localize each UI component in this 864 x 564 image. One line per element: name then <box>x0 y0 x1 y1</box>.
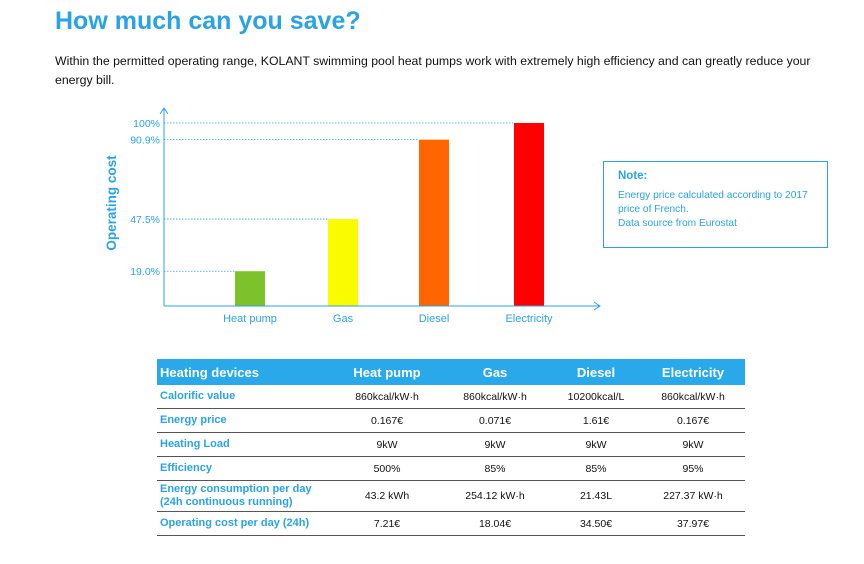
table-cell: 500% <box>335 456 439 481</box>
x-tick-label: Heat pump <box>223 313 277 325</box>
note-line: price of French. <box>618 204 689 215</box>
table-header-row: Heating devices Heat pump Gas Diesel Ele… <box>157 359 745 385</box>
note-title: Note: <box>618 170 648 182</box>
x-tick-label: Electricity <box>505 313 553 325</box>
table-row: Operating cost per day (24h) 7.21€ 18.04… <box>157 511 745 536</box>
table-cell: 0.167€ <box>641 408 745 433</box>
bar-electricity <box>514 123 544 306</box>
note-body: Energy price calculated according to 201… <box>618 189 815 231</box>
table-cell: 0.071€ <box>439 408 551 433</box>
y-value-label: 19.0% <box>130 266 160 278</box>
note-line: Energy price calculated according to 201… <box>618 190 808 201</box>
table-cell: 95% <box>641 456 745 481</box>
table-row: Heating Load 9kW 9kW 9kW 9kW <box>157 432 745 457</box>
operating-cost-chart: 19.0% 47.5% 90.9% 100% Heat pump Gas Diesel Ele… <box>104 107 601 325</box>
table-cell: 9kW <box>439 432 551 457</box>
row-label-line: Energy consumption per day <box>160 483 312 495</box>
row-label: Efficiency <box>157 456 335 481</box>
table-cell: 860kcal/kW·h <box>439 385 551 409</box>
table-cell: 1.61€ <box>551 408 641 433</box>
y-value-label: 47.5% <box>130 214 160 226</box>
table-cell: 34.50€ <box>551 511 641 536</box>
note-box: Note: Energy price calculated according … <box>603 161 828 248</box>
column-header: Electricity <box>641 359 745 385</box>
table-cell: 43.2 kWh <box>335 480 439 512</box>
table-cell: 9kW <box>335 432 439 457</box>
bar-heat-pump <box>235 271 265 306</box>
table-cell: 18.04€ <box>439 511 551 536</box>
column-header: Heating devices <box>157 359 335 385</box>
table-cell: 10200kcal/L <box>551 385 641 409</box>
note-line: Data source from Eurostat <box>618 218 737 229</box>
y-axis-title: Operating cost <box>104 155 119 251</box>
row-label: Operating cost per day (24h) <box>157 511 335 536</box>
column-header: Heat pump <box>335 359 439 385</box>
y-value-label: 100% <box>133 118 160 130</box>
row-label: Heating Load <box>157 432 335 457</box>
table-row: Energy price 0.167€ 0.071€ 1.61€ 0.167€ <box>157 408 745 433</box>
table-row: Energy consumption per day (24h continuo… <box>157 480 745 512</box>
table-row: Calorific value 860kcal/kW·h 860kcal/kW·… <box>157 385 745 409</box>
table-cell: 9kW <box>641 432 745 457</box>
table-cell: 9kW <box>551 432 641 457</box>
table-cell: 227.37 kW·h <box>641 480 745 512</box>
table-row: Efficiency 500% 85% 85% 95% <box>157 456 745 481</box>
row-label: Energy price <box>157 408 335 433</box>
table-cell: 85% <box>439 456 551 481</box>
table-cell: 85% <box>551 456 641 481</box>
y-axis-arrow-icon <box>159 107 169 115</box>
intro-paragraph: Within the permitted operating range, KO… <box>55 54 811 87</box>
y-value-label: 90.9% <box>130 135 160 147</box>
table-cell: 37.97€ <box>641 511 745 536</box>
table-cell: 21.43L <box>551 480 641 512</box>
table-cell: 254.12 kW·h <box>439 480 551 512</box>
row-label: Energy consumption per day (24h continuo… <box>157 480 335 512</box>
x-axis-arrow-icon <box>593 301 601 311</box>
row-label: Calorific value <box>157 385 335 409</box>
column-header: Diesel <box>551 359 641 385</box>
x-tick-label: Diesel <box>419 313 450 325</box>
row-label-line: (24h continuous running) <box>160 496 293 508</box>
x-tick-label: Gas <box>333 313 354 325</box>
table-cell: 860kcal/kW·h <box>641 385 745 409</box>
page-title: How much can you save? <box>55 7 361 35</box>
table-cell: 860kcal/kW·h <box>335 385 439 409</box>
column-header: Gas <box>439 359 551 385</box>
table-cell: 7.21€ <box>335 511 439 536</box>
bar-diesel <box>419 139 449 306</box>
bar-gas <box>328 219 358 306</box>
table-cell: 0.167€ <box>335 408 439 433</box>
comparison-table: Heating devices Heat pump Gas Diesel Ele… <box>157 359 745 536</box>
